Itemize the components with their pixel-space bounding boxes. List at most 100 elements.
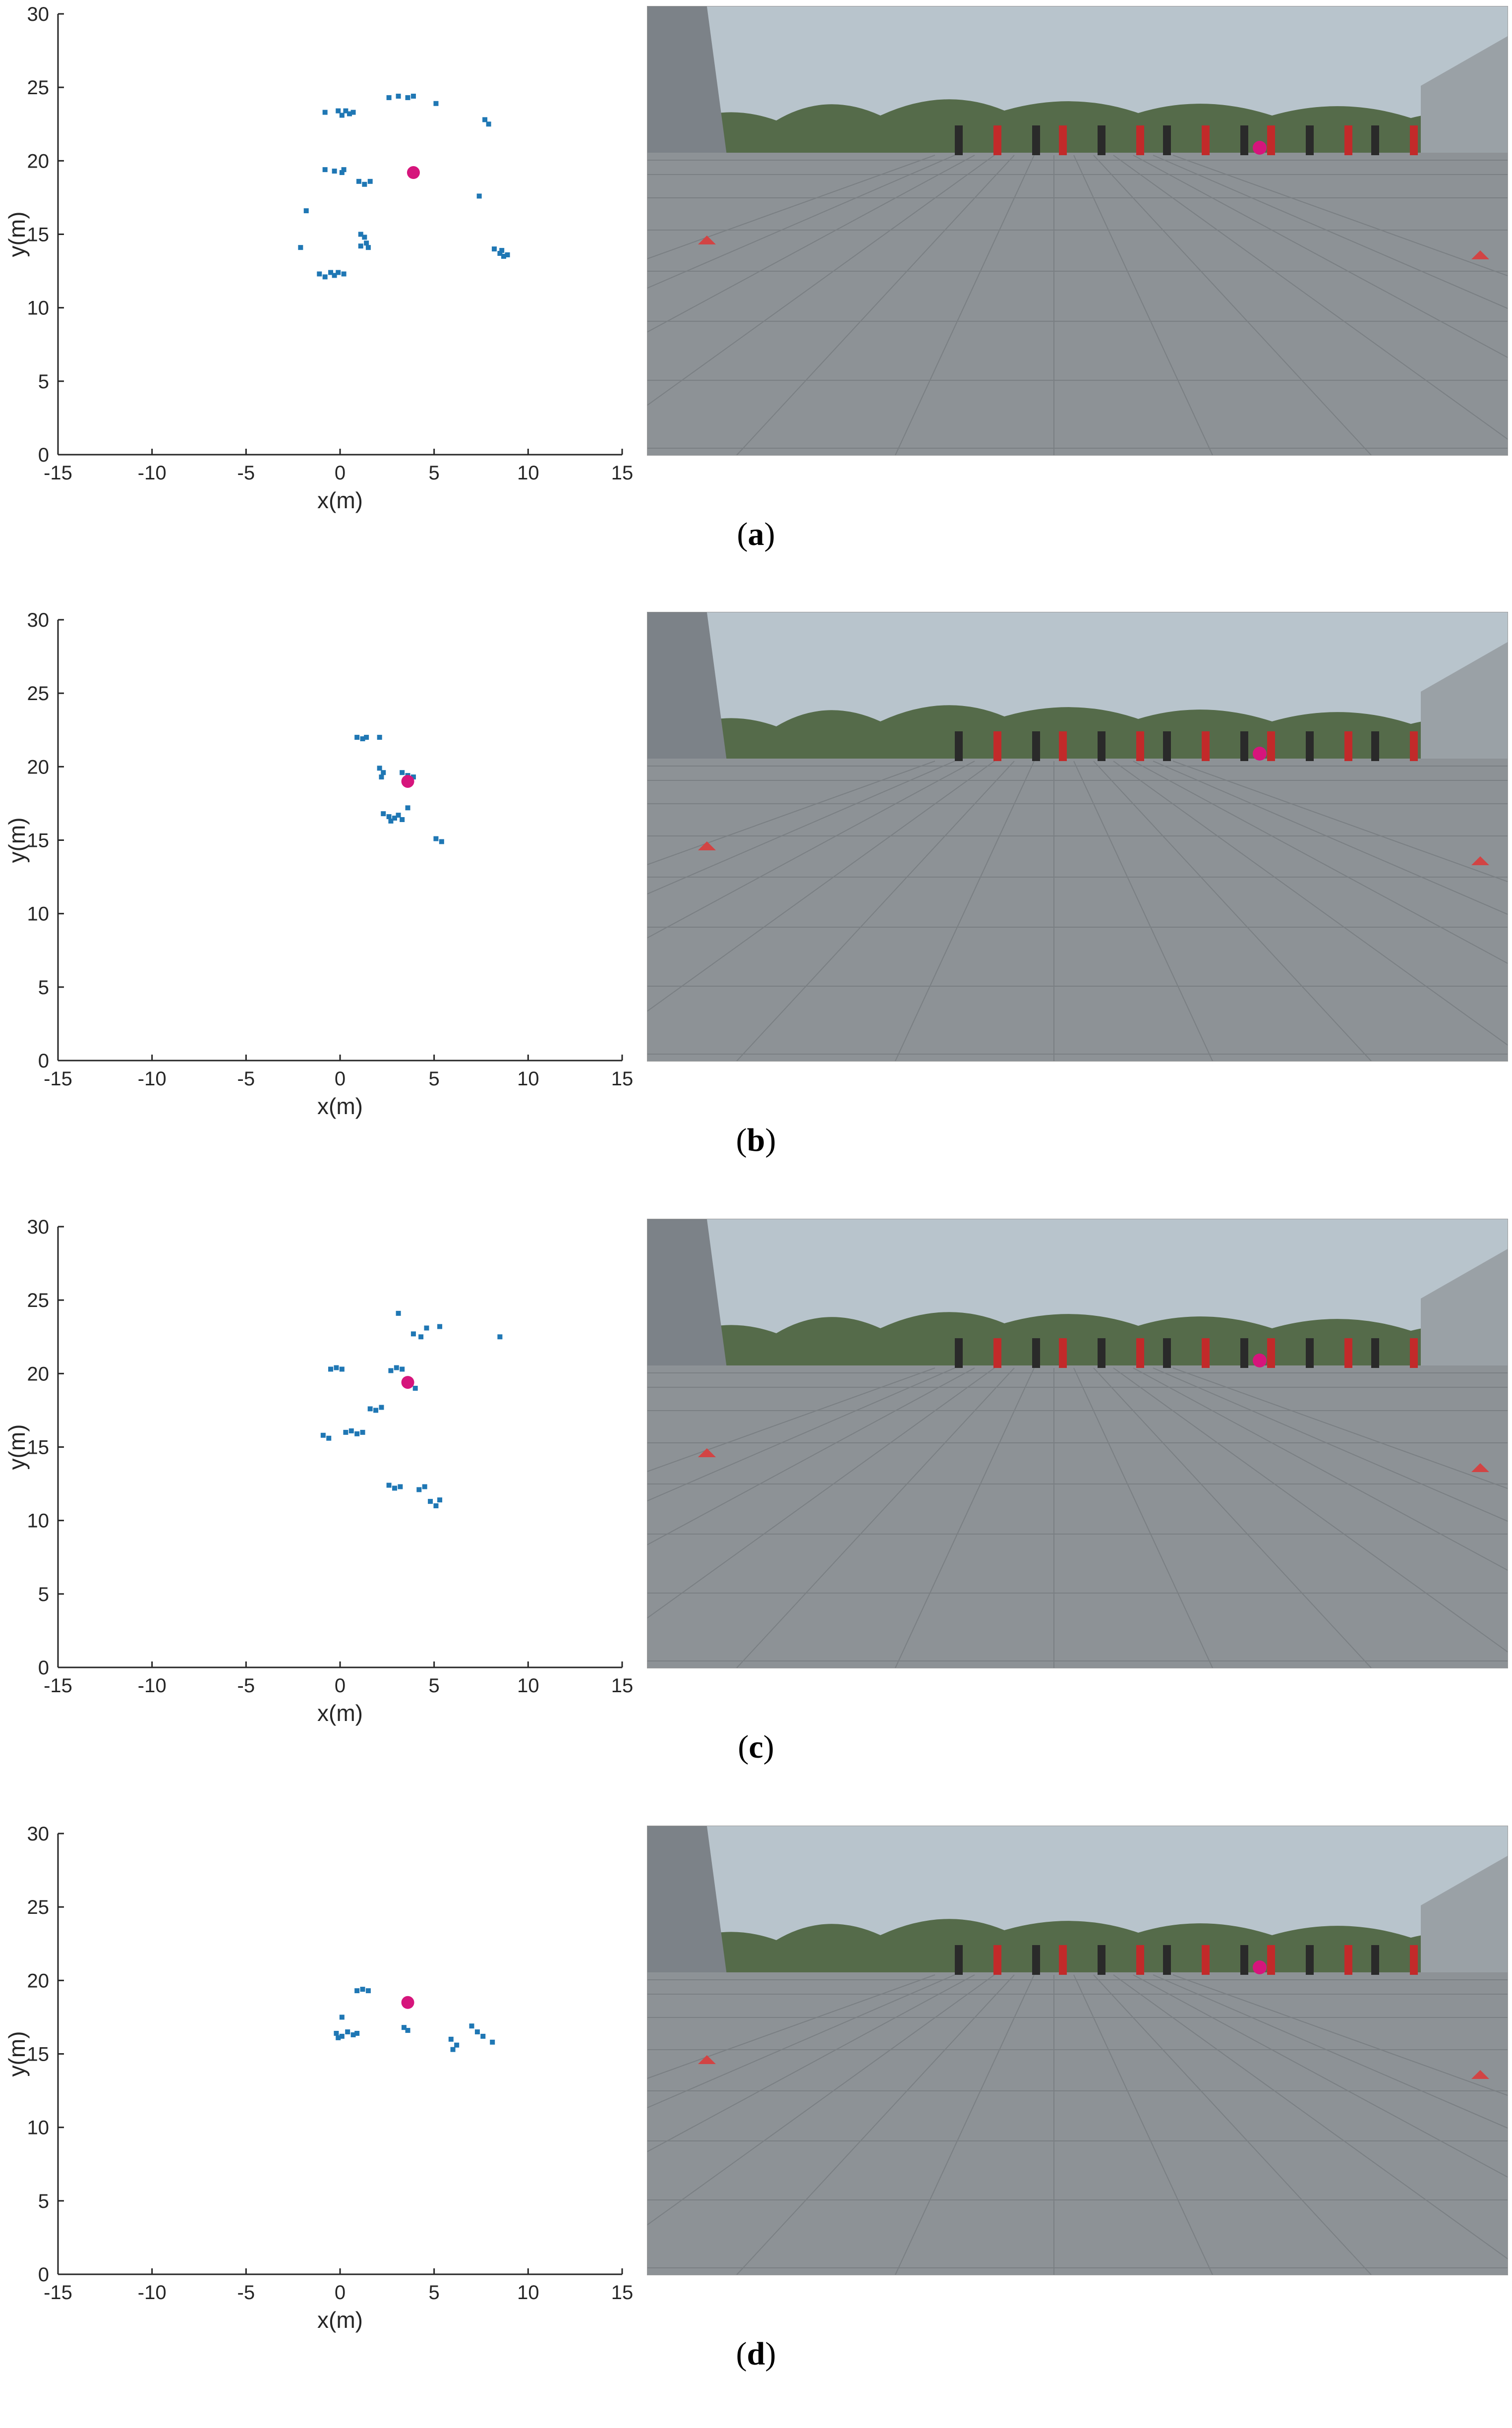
detection-point (336, 2035, 341, 2040)
detection-point (317, 271, 322, 277)
x-tick-label: 10 (517, 1675, 539, 1697)
skater (993, 731, 1001, 761)
detection-point (350, 110, 356, 115)
skater (1344, 125, 1352, 155)
detection-point (401, 2025, 407, 2030)
tile-line (1172, 155, 1508, 277)
detection-point (303, 208, 309, 214)
figure-panel-d: -15 -10 -5 0 5 10 15 0 5 10 15 20 25 30 x(m) y(m) (d) (0, 1820, 1512, 2428)
detection-point (492, 246, 497, 252)
skater (1098, 1338, 1105, 1368)
x-tick-label: 5 (429, 462, 440, 484)
x-tick-label: 0 (335, 2282, 346, 2304)
target-marker (401, 774, 414, 788)
detection-point (416, 1487, 422, 1492)
y-tick-label: 5 (38, 2191, 49, 2212)
y-tick-label: 5 (38, 371, 49, 393)
skater (1410, 1945, 1418, 1975)
y-tick-label: 10 (27, 903, 50, 925)
x-tick-label: -10 (138, 462, 167, 484)
tile-line (647, 1367, 935, 1472)
figure-panel-c: -15 -10 -5 0 5 10 15 0 5 10 15 20 25 30 x(m) y(m) (c) (0, 1213, 1512, 1821)
cone-marker (698, 1448, 716, 1457)
building-lattice (1421, 642, 1508, 761)
tile-line (647, 761, 955, 895)
stadium-structure (647, 612, 727, 761)
skater (1059, 1338, 1067, 1368)
skater (1202, 1338, 1210, 1368)
tile-line (895, 761, 1035, 1061)
skater (1163, 125, 1171, 155)
building-lattice (1421, 1249, 1508, 1368)
skater (1059, 125, 1067, 155)
detection-point (365, 245, 371, 250)
detection-point (410, 1331, 416, 1337)
detection-point (354, 1431, 360, 1436)
x-tick-label: 0 (335, 1675, 346, 1697)
scatter-plot-c: -15 -10 -5 0 5 10 15 0 5 10 15 20 25 30 x(m) y(m) (4, 1216, 633, 1726)
skater (1371, 731, 1379, 761)
detection-point (424, 1325, 429, 1331)
skater (1240, 1338, 1248, 1368)
target-marker (1253, 1960, 1267, 1974)
detection-point (358, 243, 363, 249)
skater (993, 125, 1001, 155)
y-tick-label: 25 (27, 77, 50, 99)
detection-point (328, 1366, 334, 1372)
skater (1371, 1945, 1379, 1975)
panel-caption-a: (a) (737, 516, 775, 552)
skater (1306, 125, 1314, 155)
x-tick-label: -10 (138, 2282, 167, 2304)
detection-point (469, 2023, 474, 2029)
tree-line (647, 1312, 1508, 1368)
detection-point (334, 2031, 339, 2036)
detection-point (332, 273, 337, 278)
skater (955, 1945, 963, 1975)
skater (1163, 1338, 1171, 1368)
target-marker (1253, 1354, 1267, 1367)
detection-point (396, 93, 401, 99)
detection-point (490, 2039, 495, 2045)
skater (1163, 731, 1171, 761)
detection-point (381, 770, 386, 775)
detection-point (476, 193, 482, 199)
detection-point (360, 736, 365, 742)
detection-point (433, 836, 439, 841)
detection-point (356, 178, 361, 184)
detection-point (339, 113, 345, 118)
tile-line (1093, 1974, 1372, 2275)
plaza-ground (647, 153, 1508, 455)
detection-point (334, 1365, 339, 1370)
tile-line (647, 761, 975, 939)
y-tick-label: 15 (27, 224, 50, 246)
tile-line (1073, 1974, 1213, 2275)
detection-point (386, 814, 392, 820)
x-axis-label: x(m) (317, 1093, 363, 1119)
tile-line (1172, 761, 1508, 883)
skater (1240, 125, 1248, 155)
cone-marker (1471, 2070, 1489, 2079)
y-tick-label: 15 (27, 830, 50, 852)
detection-point (362, 235, 367, 240)
detection-point (343, 108, 349, 114)
tile-line (1073, 761, 1213, 1061)
x-tick-label: 15 (611, 1675, 634, 1697)
building-lattice (1421, 1856, 1508, 1975)
detection-point (386, 95, 392, 100)
tile-line (1133, 761, 1508, 964)
tile-line (1133, 1974, 1508, 2178)
cone-marker (1471, 856, 1489, 865)
tile-line (736, 1367, 1015, 1668)
tile-line (647, 1974, 975, 2152)
x-tick-label: 5 (429, 2282, 440, 2304)
detection-point (392, 816, 398, 821)
x-tick-label: 10 (517, 462, 539, 484)
tile-line (1153, 155, 1508, 309)
plaza-ground (647, 1972, 1508, 2275)
x-axis-label: x(m) (317, 1700, 363, 1726)
x-tick-label: -15 (44, 1068, 72, 1090)
y-tick-label: 0 (38, 2264, 49, 2286)
skater (993, 1338, 1001, 1368)
tile-line (1113, 1367, 1508, 1653)
y-tick-label: 20 (27, 756, 50, 778)
